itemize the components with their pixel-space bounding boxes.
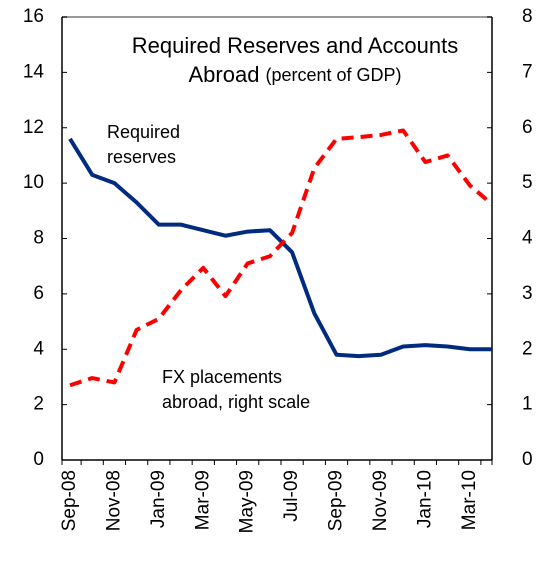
y-tick-label: 0: [33, 449, 44, 470]
x-tick-label: Jan-10: [414, 470, 435, 528]
y-tick-label: 16: [23, 6, 44, 27]
chart-subtitle: (percent of GDP): [265, 65, 401, 85]
y2-tick-label: 1: [522, 394, 533, 415]
y-tick-label: 2: [33, 394, 44, 415]
y-tick-label: 8: [33, 228, 44, 249]
annotation: abroad, right scale: [162, 392, 310, 412]
x-tick-label: Nov-08: [103, 470, 124, 531]
y2-tick-label: 3: [522, 283, 533, 304]
series-line: [69, 128, 494, 388]
y-tick-label: 12: [23, 117, 44, 138]
x-tick-label: Jan-09: [148, 470, 169, 528]
series-line: [68, 137, 492, 359]
y2-tick-label: 7: [522, 61, 533, 82]
x-tick-label: May-09: [237, 470, 258, 533]
y-tick-label: 14: [23, 61, 45, 82]
chart-title: Required Reserves and Accounts: [132, 33, 459, 58]
x-tick-label: Nov-09: [370, 470, 391, 531]
x-tick-label: Mar-10: [459, 470, 480, 530]
y2-tick-label: 8: [522, 6, 533, 27]
annotation: Required: [107, 122, 180, 142]
x-tick-label: Jul-09: [281, 470, 302, 522]
annotation: FX placements: [162, 367, 282, 387]
y-tick-label: 4: [33, 338, 44, 359]
y2-tick-label: 5: [522, 172, 533, 193]
y2-tick-label: 0: [522, 449, 533, 470]
chart-title-line2: Abroad (percent of GDP): [189, 62, 402, 87]
y-tick-label: 6: [33, 283, 44, 304]
x-tick-label: Sep-08: [59, 470, 80, 531]
annotation: reserves: [107, 147, 176, 167]
y-tick-label: 10: [23, 172, 44, 193]
chart-title: Abroad: [189, 62, 260, 87]
y2-tick-label: 6: [522, 117, 533, 138]
x-tick-label: Mar-09: [192, 470, 213, 530]
x-tick-label: Sep-09: [326, 470, 347, 531]
y2-tick-label: 2: [522, 338, 533, 359]
y2-tick-label: 4: [522, 228, 533, 249]
